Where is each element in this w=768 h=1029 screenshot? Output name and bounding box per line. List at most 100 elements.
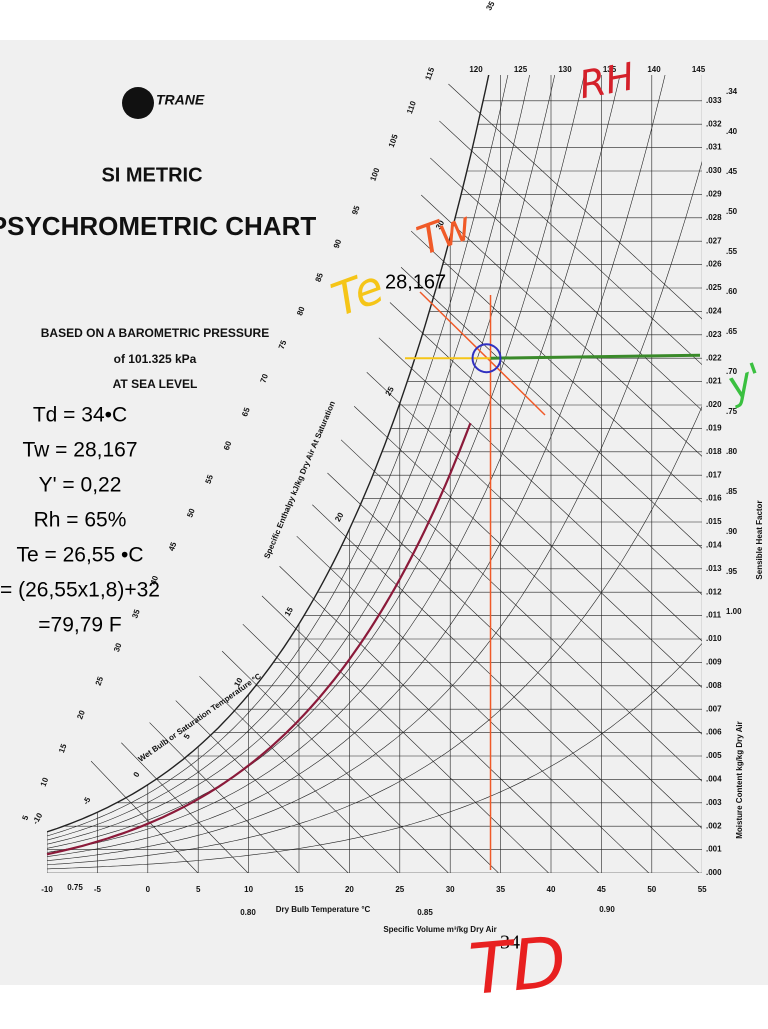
enthalpy-line (389, 302, 702, 595)
wet-bulb-tick: 0 (132, 770, 142, 779)
moisture-tick: .006 (706, 728, 722, 737)
volume-tick: 0.85 (417, 908, 433, 917)
moisture-tick: .030 (706, 166, 722, 175)
shf-tick: .40 (726, 127, 738, 136)
pressure-note: of 101.325 kPa (114, 352, 197, 366)
dry-bulb-tick: 45 (597, 885, 606, 894)
td-value: 34 (500, 932, 520, 954)
enthalpy-tick: 85 (313, 271, 325, 283)
enthalpy-tick: 110 (405, 99, 418, 115)
moisture-tick: .021 (706, 377, 722, 386)
shf-tick: .55 (726, 247, 738, 256)
moisture-tick: .016 (706, 494, 722, 503)
dry-bulb-tick: 25 (395, 885, 404, 894)
moisture-tick: .004 (706, 775, 722, 784)
dry-bulb-tick: 0 (146, 885, 151, 894)
enthalpy-tick: 65 (240, 406, 252, 418)
trane-logo (122, 87, 154, 119)
rh-label: RH (576, 54, 638, 107)
enthalpy-line (327, 472, 702, 829)
enthalpy-line (448, 83, 702, 320)
moisture-tick: .013 (706, 564, 722, 573)
moisture-tick: .011 (706, 611, 722, 620)
tw-line (419, 291, 546, 416)
enthalpy-line (353, 406, 702, 735)
enthalpy-line (242, 623, 499, 873)
dry-bulb-tick: 5 (196, 885, 201, 894)
title: PSYCHROMETRIC CHART (0, 211, 316, 241)
chart-lines (47, 75, 702, 873)
pressure-note: BASED ON A BAROMETRIC PRESSURE (41, 326, 269, 340)
shf-tick: .75 (726, 407, 738, 416)
shf-tick: .65 (726, 327, 738, 336)
note: Td = 34•C (33, 404, 127, 427)
enthalpy-line (430, 157, 702, 411)
moisture-tick: .032 (706, 119, 722, 128)
note: Rh = 65% (34, 509, 127, 532)
moisture-tick: .029 (706, 190, 722, 199)
enthalpy-tick: 105 (387, 133, 400, 149)
enthalpy-line (378, 337, 702, 642)
moisture-tick: .017 (706, 470, 722, 479)
volume-tick: 0.75 (67, 883, 83, 892)
dry-bulb-tick: 40 (547, 885, 556, 894)
moisture-tick: .005 (706, 751, 722, 760)
shf-tick: .80 (726, 447, 738, 456)
enthalpy-tick: 90 (332, 238, 344, 250)
rh-curve (47, 75, 585, 849)
rh-curve (47, 75, 621, 853)
wet-bulb-tick: 5 (182, 732, 192, 741)
dry-bulb-title: Dry Bulb Temperature °C (276, 905, 371, 914)
shf-tick: 1.00 (726, 607, 742, 616)
enthalpy-top-tick: 130 (558, 65, 572, 74)
enthalpy-line (366, 372, 702, 688)
rh-curve (47, 161, 702, 861)
volume-title: Specific Volume m³/kg Dry Air (383, 925, 496, 934)
dry-bulb-tick: 50 (647, 885, 656, 894)
enthalpy-line (296, 535, 650, 873)
enthalpy-line (421, 194, 702, 457)
enthalpy-line (221, 650, 449, 873)
enthalpy-line (312, 504, 700, 873)
moisture-tick: .020 (706, 400, 722, 409)
volume-tick: 0.90 (599, 905, 615, 914)
dry-bulb-tick: 30 (446, 885, 455, 894)
enthalpy-tick: 115 (423, 66, 436, 82)
shf-tick: .50 (726, 207, 738, 216)
note: Y' = 0,22 (39, 474, 122, 497)
shf-tick: .70 (726, 367, 738, 376)
moisture-tick: .015 (706, 517, 722, 526)
enthalpy-tick: 10 (39, 776, 51, 788)
shf-tick: .45 (726, 167, 738, 176)
enthalpy-tick: 70 (259, 372, 271, 384)
moisture-title: Moisture Content kg/kg Dry Air (735, 721, 744, 839)
enthalpy-tick: 5 (20, 814, 30, 822)
enthalpy-line (175, 700, 349, 873)
moisture-tick: .024 (706, 307, 722, 316)
subtitle: SI METRIC (101, 164, 202, 186)
moisture-tick: .028 (706, 213, 722, 222)
enthalpy-top-tick: 125 (514, 65, 528, 74)
enthalpy-line (439, 120, 702, 366)
moisture-tick: .008 (706, 681, 722, 690)
shf-title: Sensible Heat Factor (755, 500, 764, 579)
enthalpy-tick: 100 (368, 166, 381, 182)
enthalpy-tick: 50 (185, 507, 197, 519)
enthalpy-line (400, 267, 702, 549)
enthalpy-line (279, 566, 599, 873)
moisture-tick: .014 (706, 541, 722, 550)
moisture-tick: .019 (706, 424, 722, 433)
enthalpy-tick: 15 (57, 742, 69, 754)
volume-tick: 0.80 (240, 908, 256, 917)
moisture-tick: .026 (706, 260, 722, 269)
enthalpy-line (340, 439, 702, 782)
enthalpy-line (90, 760, 199, 873)
enthalpy-line (121, 742, 249, 873)
dry-bulb-tick: 55 (698, 885, 707, 894)
dry-bulb-tick: 10 (244, 885, 253, 894)
td-label: TD (466, 921, 569, 1011)
enthalpy-tick: 40 (149, 574, 161, 586)
moisture-tick: .027 (706, 236, 722, 245)
enthalpy-top-tick: 120 (469, 65, 483, 74)
enthalpy-top-tick: 145 (692, 65, 706, 74)
